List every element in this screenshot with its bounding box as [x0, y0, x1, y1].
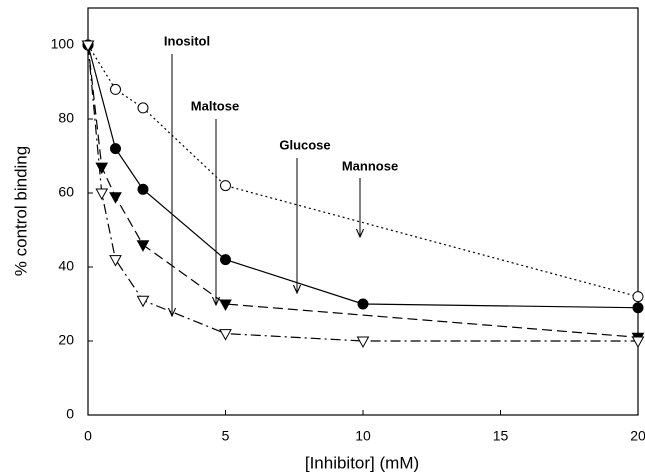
- data-point: [137, 183, 149, 195]
- data-point: [220, 180, 231, 192]
- y-tick-label: 60: [58, 184, 74, 200]
- data-point: [136, 295, 150, 308]
- data-point: [137, 102, 149, 114]
- x-tick-label: 10: [355, 428, 371, 444]
- data-point: [220, 254, 231, 266]
- data-point: [109, 255, 122, 267]
- data-point: [136, 240, 150, 252]
- data-point: [632, 302, 644, 314]
- data-point: [110, 83, 121, 95]
- annotation: Glucose: [279, 137, 330, 152]
- data-point: [356, 336, 370, 349]
- y-tick-label: 20: [58, 332, 74, 348]
- data-point: [631, 336, 645, 349]
- data-point: [219, 299, 232, 312]
- y-tick-label: 80: [58, 110, 74, 126]
- data-point: [109, 192, 122, 204]
- annotation: Inositol: [164, 33, 210, 48]
- data-point: [81, 40, 95, 53]
- data-point: [95, 188, 109, 201]
- data-point: [219, 329, 232, 341]
- series-line: [87, 44, 639, 309]
- x-axis-label: [Inhibitor] (mM): [305, 453, 419, 472]
- series-line: [87, 44, 639, 338]
- x-tick-label: 20: [630, 428, 645, 444]
- data-point: [632, 291, 644, 303]
- plot-frame: [87, 7, 639, 416]
- data-point: [95, 162, 109, 175]
- y-tick-label: 0: [66, 406, 74, 422]
- x-tick-label: 0: [84, 428, 92, 444]
- y-tick-label: 100: [51, 36, 75, 52]
- series-line: [87, 44, 638, 342]
- x-tick-label: 5: [222, 428, 230, 444]
- annotation: Maltose: [191, 98, 239, 113]
- x-tick-label: 15: [493, 428, 509, 444]
- data-point: [357, 298, 369, 310]
- data-point: [110, 143, 121, 155]
- annotation: Mannose: [342, 158, 398, 173]
- y-tick-label: 40: [58, 258, 74, 274]
- y-axis-label: % control binding: [11, 146, 30, 276]
